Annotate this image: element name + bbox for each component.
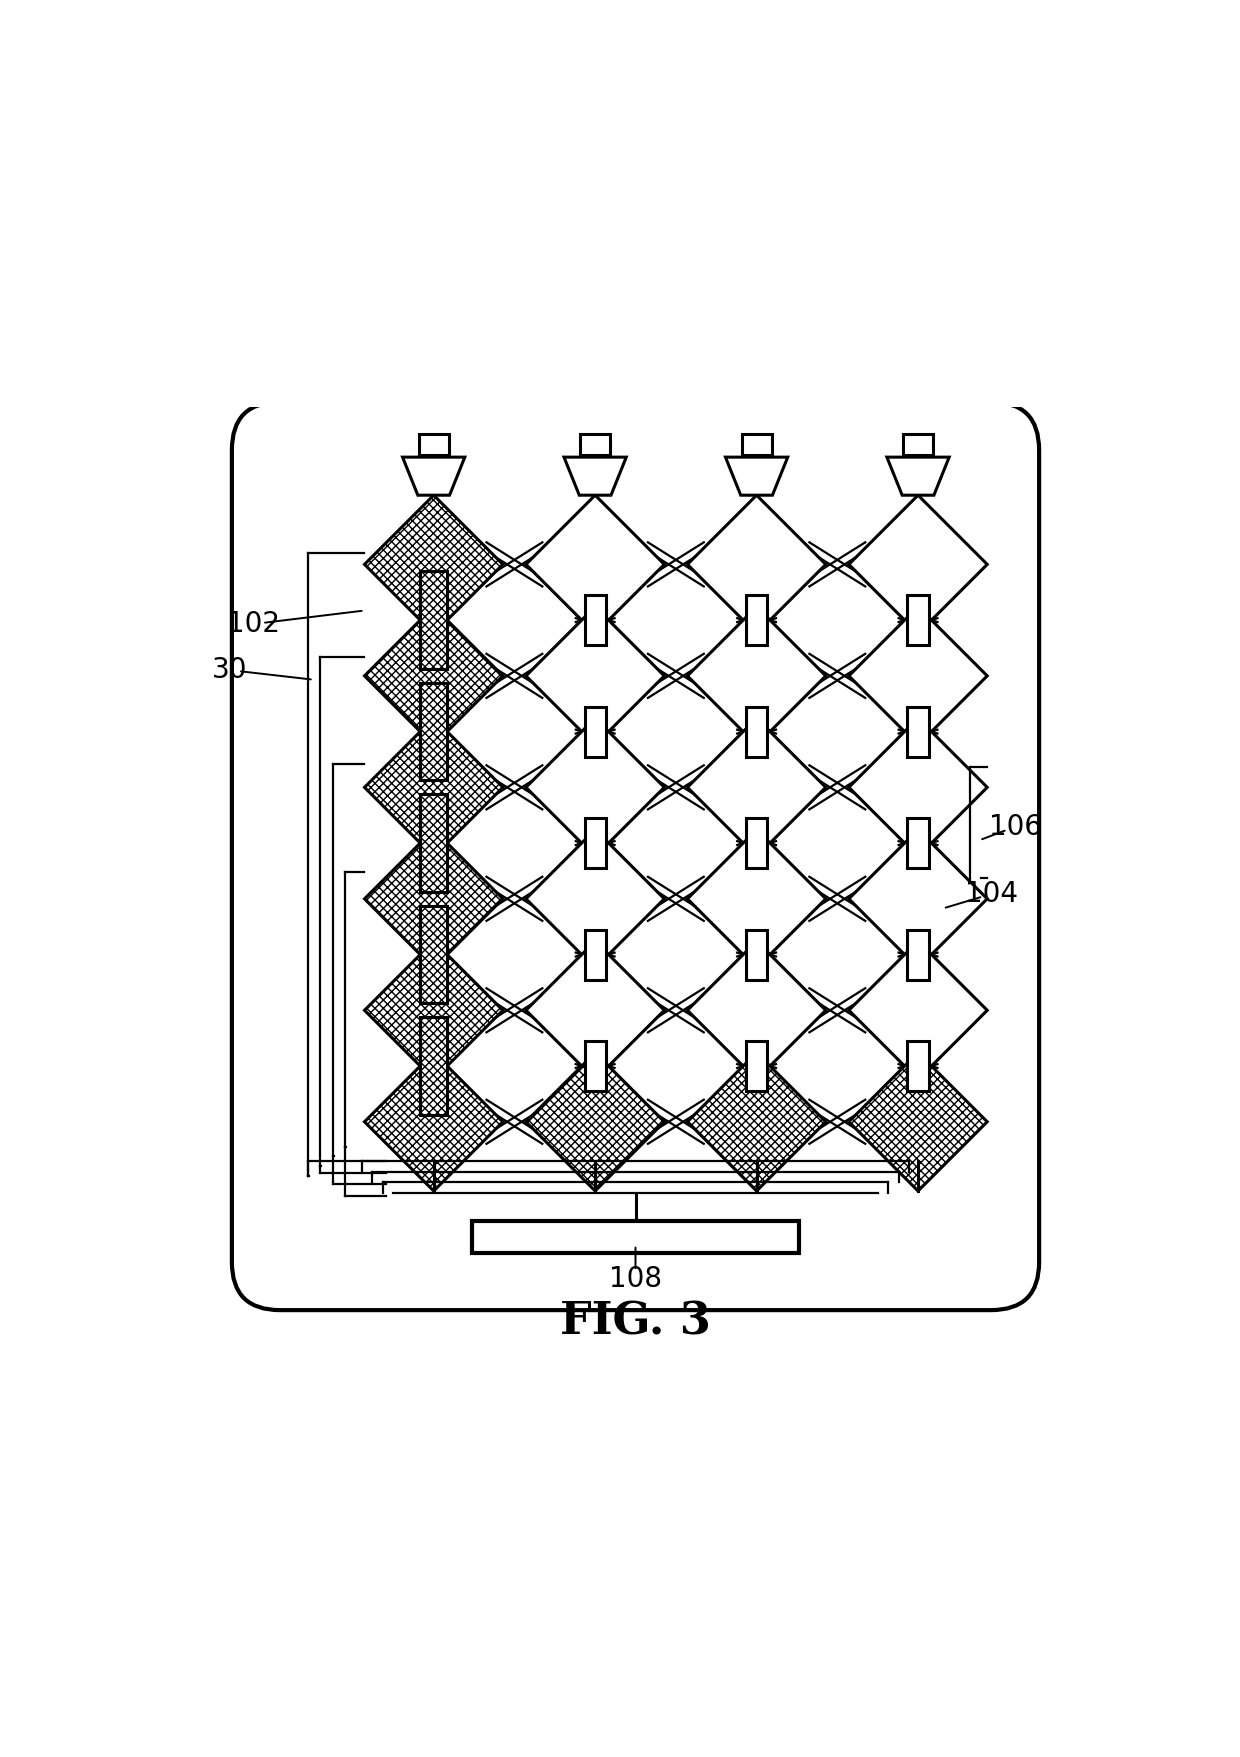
Polygon shape bbox=[725, 457, 787, 495]
Polygon shape bbox=[365, 829, 503, 968]
Polygon shape bbox=[687, 495, 826, 634]
Text: 30: 30 bbox=[212, 655, 248, 683]
Bar bbox=[420, 1017, 448, 1116]
Bar bbox=[420, 683, 448, 780]
Bar bbox=[584, 706, 605, 757]
Bar bbox=[746, 706, 768, 757]
Polygon shape bbox=[849, 606, 987, 745]
Bar bbox=[584, 929, 605, 980]
Bar bbox=[908, 929, 929, 980]
Text: 102: 102 bbox=[227, 610, 280, 638]
Bar bbox=[903, 434, 932, 455]
Polygon shape bbox=[526, 829, 665, 968]
Polygon shape bbox=[687, 942, 826, 1079]
Bar bbox=[420, 907, 448, 1003]
Polygon shape bbox=[687, 1052, 826, 1191]
Bar bbox=[746, 1042, 768, 1091]
Polygon shape bbox=[365, 606, 503, 745]
Polygon shape bbox=[526, 1052, 665, 1191]
Bar bbox=[908, 819, 929, 868]
Bar bbox=[908, 596, 929, 645]
Polygon shape bbox=[849, 942, 987, 1079]
Bar bbox=[908, 706, 929, 757]
Bar bbox=[746, 929, 768, 980]
Polygon shape bbox=[365, 719, 503, 856]
Bar bbox=[746, 596, 768, 645]
Polygon shape bbox=[526, 606, 665, 745]
Bar bbox=[419, 434, 449, 455]
Polygon shape bbox=[849, 495, 987, 634]
Polygon shape bbox=[687, 719, 826, 856]
Bar bbox=[584, 819, 605, 868]
Polygon shape bbox=[365, 495, 503, 634]
Bar bbox=[908, 1042, 929, 1091]
FancyBboxPatch shape bbox=[232, 402, 1039, 1311]
Polygon shape bbox=[849, 719, 987, 856]
Bar bbox=[742, 434, 771, 455]
Polygon shape bbox=[687, 829, 826, 968]
Bar bbox=[584, 596, 605, 645]
Polygon shape bbox=[365, 1052, 503, 1191]
Bar bbox=[472, 1221, 799, 1253]
Bar bbox=[420, 571, 448, 669]
Bar bbox=[584, 1042, 605, 1091]
Polygon shape bbox=[365, 942, 503, 1079]
Text: FIG. 3: FIG. 3 bbox=[560, 1300, 711, 1342]
Text: 108: 108 bbox=[609, 1265, 662, 1293]
Polygon shape bbox=[403, 457, 465, 495]
Polygon shape bbox=[564, 457, 626, 495]
Polygon shape bbox=[849, 829, 987, 968]
Bar bbox=[420, 794, 448, 893]
Bar bbox=[580, 434, 610, 455]
Polygon shape bbox=[887, 457, 949, 495]
Text: 106: 106 bbox=[988, 813, 1042, 842]
Polygon shape bbox=[526, 942, 665, 1079]
Polygon shape bbox=[849, 1052, 987, 1191]
Polygon shape bbox=[526, 719, 665, 856]
Polygon shape bbox=[526, 495, 665, 634]
Text: 104: 104 bbox=[965, 880, 1018, 908]
Polygon shape bbox=[687, 606, 826, 745]
Bar bbox=[746, 819, 768, 868]
